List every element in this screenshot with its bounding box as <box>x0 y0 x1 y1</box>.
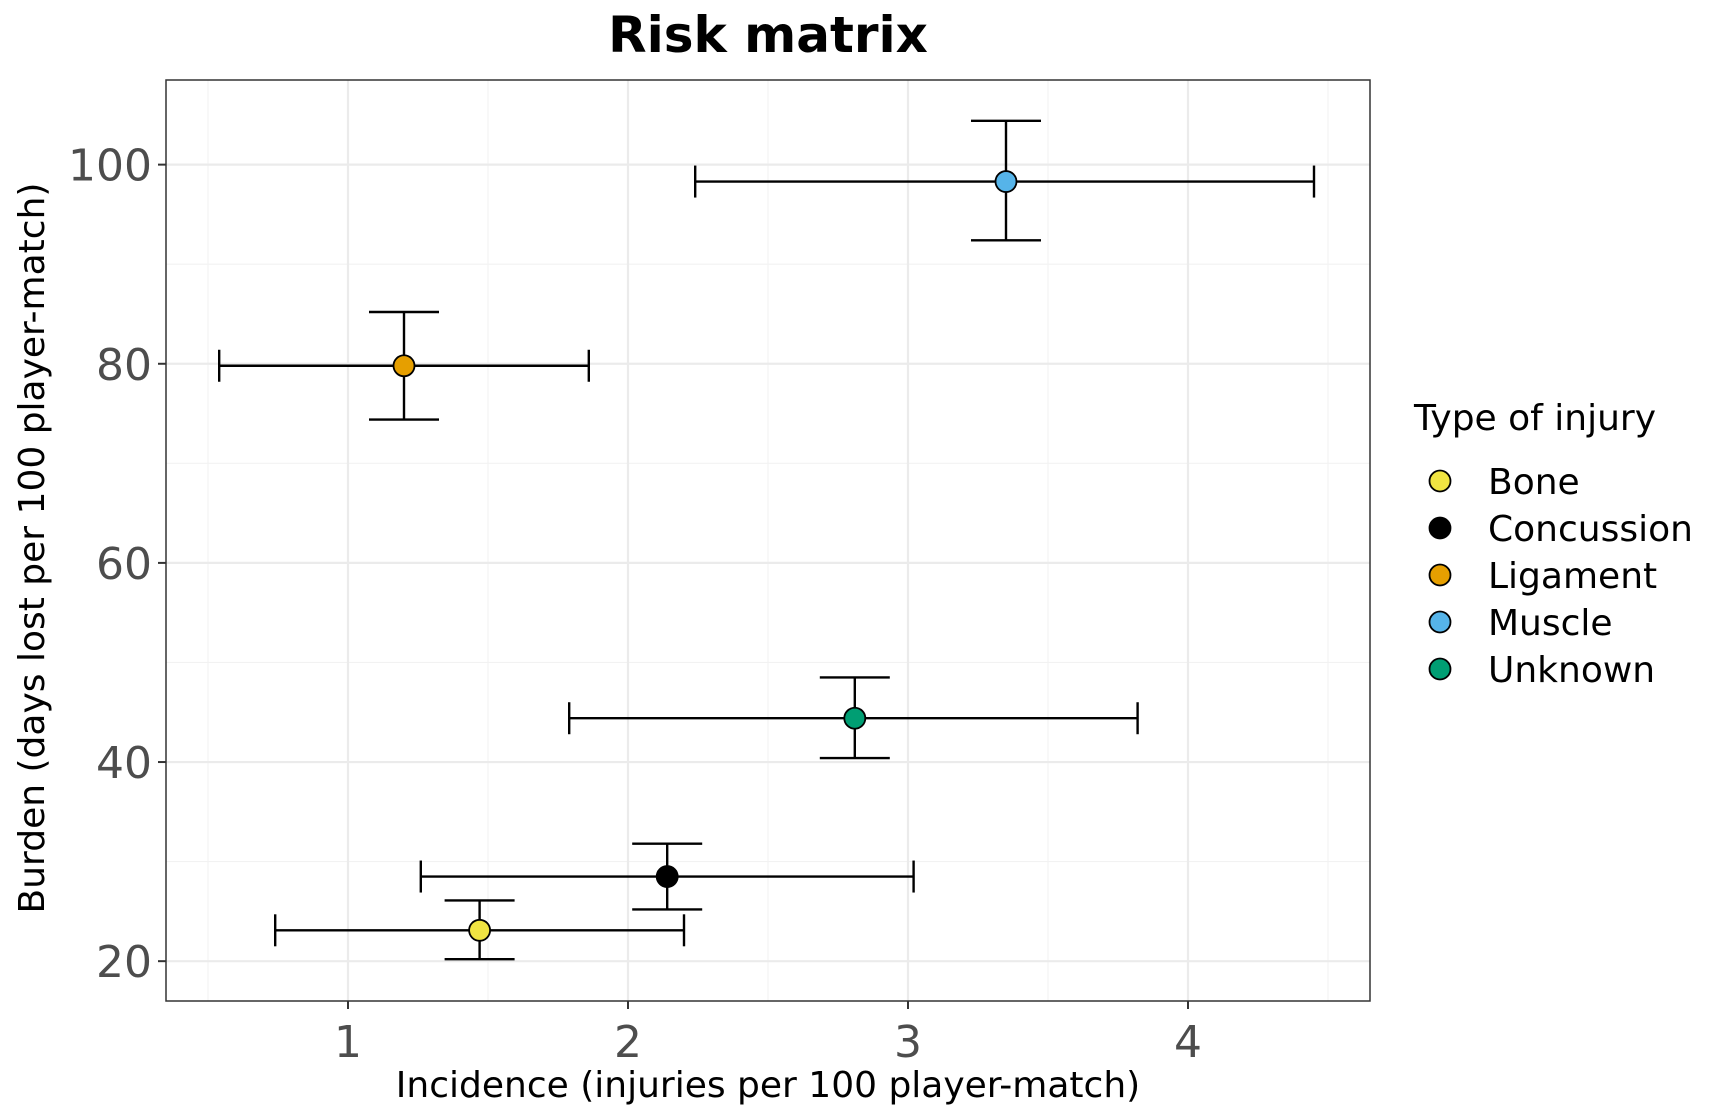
y-tick-label: 80 <box>96 340 152 391</box>
legend-label: Concussion <box>1488 509 1693 550</box>
data-point <box>392 354 416 378</box>
legend-key <box>1428 516 1452 540</box>
y-tick-label: 40 <box>96 738 152 789</box>
y-tick-label: 100 <box>68 141 152 192</box>
x-axis-title: Incidence (injuries per 100 player-match… <box>396 1065 1140 1106</box>
y-tick-label: 60 <box>96 539 152 590</box>
chart-title: Risk matrix <box>608 6 928 64</box>
series-concussion <box>419 842 915 911</box>
legend-key <box>1428 469 1452 493</box>
series-bone <box>274 899 686 961</box>
y-axis-title: Burden (days lost per 100 player-match) <box>12 183 53 914</box>
legend-item: Ligament <box>1428 556 1657 597</box>
legend-item: Concussion <box>1428 509 1693 550</box>
legend-item: Unknown <box>1428 650 1655 691</box>
legend-key <box>1428 657 1452 681</box>
x-tick-label: 1 <box>334 1017 362 1068</box>
data-point <box>468 918 492 942</box>
series-unknown <box>568 676 1139 760</box>
series-muscle <box>694 119 1316 242</box>
x-tick-label: 4 <box>1174 1017 1202 1068</box>
legend-label: Bone <box>1488 462 1580 503</box>
legend-label: Muscle <box>1488 603 1613 644</box>
legend-key <box>1428 563 1452 587</box>
legend-label: Unknown <box>1488 650 1655 691</box>
legend: Type of injury Bone Concussion Ligament Mus… <box>1413 398 1693 691</box>
data-point <box>994 170 1018 193</box>
grid <box>166 80 1370 1001</box>
x-tick-label: 2 <box>614 1017 642 1068</box>
legend-item: Muscle <box>1428 603 1613 644</box>
data-marks <box>217 119 1316 961</box>
y-tick-label: 20 <box>96 937 152 988</box>
data-point <box>655 865 679 888</box>
legend-item: Bone <box>1428 462 1580 503</box>
data-point <box>843 706 867 730</box>
legend-label: Ligament <box>1488 556 1657 597</box>
x-tick-label: 3 <box>894 1017 922 1068</box>
plot-panel-border <box>165 79 1371 1002</box>
series-ligament <box>217 310 590 421</box>
legend-title: Type of injury <box>1413 398 1656 439</box>
axis-ticks: 1 2 3 4 20 40 60 80 100 <box>68 141 1202 1068</box>
legend-key <box>1428 610 1452 634</box>
